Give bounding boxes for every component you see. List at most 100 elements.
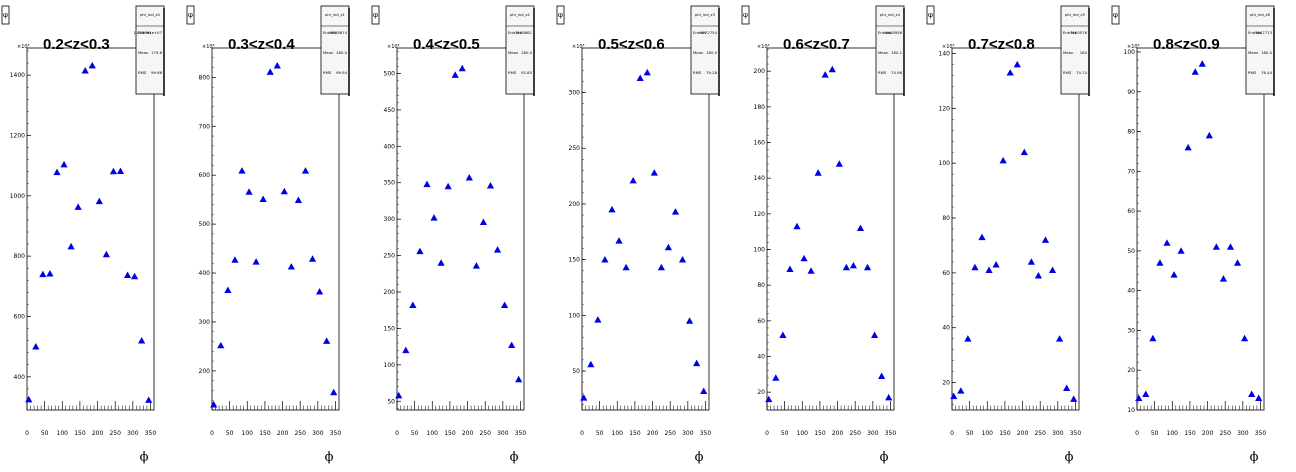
stats-value: 7168861 <box>515 30 532 35</box>
data-point <box>1006 69 1014 76</box>
y-tick-label: 50 <box>387 398 395 405</box>
y-tick-label: 100 <box>754 247 766 254</box>
x-tick-label: 250 <box>1034 430 1046 437</box>
data-point <box>301 167 310 174</box>
stats-key: RMS <box>1063 70 1072 75</box>
axis-multiplier: ×10³ <box>572 44 585 50</box>
data-point <box>116 167 125 174</box>
stats-value: 180.0 <box>336 50 347 55</box>
y-tick-label: 40 <box>757 354 765 361</box>
data-point <box>402 346 410 354</box>
y-tick-label: 500 <box>199 221 211 228</box>
x-tick-label: 50 <box>781 430 789 437</box>
stats-key: RMS <box>138 70 147 75</box>
data-point <box>437 259 445 266</box>
stats-key: Mean <box>878 50 889 55</box>
data-point <box>978 233 986 241</box>
y-tick-label: 140 <box>939 50 951 57</box>
x-tick-label: 350 <box>700 430 712 437</box>
x-tick-label: 350 <box>145 430 157 437</box>
x-tick-label: 250 <box>849 430 861 437</box>
y-tick-label: 600 <box>199 172 211 179</box>
y-tick-label: 120 <box>939 105 951 112</box>
x-tick-label: 350 <box>885 430 897 437</box>
x-tick-label: 250 <box>294 430 306 437</box>
data-point <box>1226 243 1235 250</box>
data-point <box>259 195 267 203</box>
stats-key: Mean <box>693 50 704 55</box>
data-point <box>123 271 132 279</box>
stats-value: 99.66 <box>151 70 162 75</box>
x-tick-label: 0 <box>580 430 584 437</box>
data-point <box>500 301 509 308</box>
y-tick-label: 700 <box>199 123 211 130</box>
data-point <box>444 182 452 190</box>
x-tick-label: 150 <box>74 430 86 437</box>
stats-value: 1.055391e+07 <box>134 30 163 35</box>
data-point <box>964 335 972 342</box>
x-tick-label: 350 <box>1255 430 1267 437</box>
stats-name: phi_ind_z3 <box>695 12 716 17</box>
y-tick-label: 200 <box>569 201 581 208</box>
y-tick-label: 100 <box>939 160 951 167</box>
chart-panel-0: φ ×10³ 0.2<z<0.3 phi_ind_z0 Entries1.055391e… <box>1 5 165 465</box>
ylabel-box <box>1111 5 1120 25</box>
data-point <box>88 61 96 69</box>
data-point <box>814 169 822 176</box>
data-point <box>273 62 281 69</box>
stats-value: 8338674 <box>330 30 347 35</box>
data-point <box>608 205 616 213</box>
data-point <box>252 258 260 265</box>
data-point <box>95 197 103 205</box>
y-tick-label: 400 <box>199 270 211 277</box>
data-point <box>622 263 630 271</box>
stats-value: 79.28 <box>706 70 717 75</box>
x-tick-label: 150 <box>444 430 456 437</box>
x-tick-label: 200 <box>277 430 289 437</box>
stats-value: 7160576 <box>1070 30 1087 35</box>
x-tick-label: 50 <box>966 430 974 437</box>
x-tick-label: 100 <box>1167 430 1179 437</box>
data-point <box>685 317 694 324</box>
x-tick-label: 100 <box>612 430 624 437</box>
stats-key: RMS <box>323 70 332 75</box>
y-tick-label: 100 <box>569 312 581 319</box>
ylabel: φ <box>373 11 378 19</box>
x-tick-label: 300 <box>497 430 509 437</box>
data-point <box>74 203 82 210</box>
stats-box <box>505 5 535 95</box>
data-point <box>828 65 836 73</box>
x-tick-label: 300 <box>1052 430 1064 437</box>
axis-multiplier: ×10³ <box>942 44 955 50</box>
data-point <box>508 341 516 349</box>
data-point <box>601 256 609 263</box>
data-point <box>1020 148 1028 156</box>
ylabel-box <box>556 5 565 25</box>
stats-value: 6772754 <box>700 30 717 35</box>
plot-frame <box>211 47 340 411</box>
x-tick-label: 200 <box>1202 430 1214 437</box>
data-point <box>821 71 829 78</box>
data-point <box>238 167 246 174</box>
x-tick-label: 0 <box>25 430 29 437</box>
x-tick-label: 150 <box>814 430 826 437</box>
data-point <box>67 242 75 250</box>
x-tick-label: 250 <box>479 430 491 437</box>
plot-frame <box>766 47 895 411</box>
stats-key: Entries <box>508 30 521 35</box>
data-point <box>109 167 118 175</box>
data-point <box>493 246 502 253</box>
data-point <box>1070 395 1078 402</box>
y-tick-label: 300 <box>384 216 396 223</box>
stats-key: Entries <box>878 30 891 35</box>
stats-key: RMS <box>878 70 887 75</box>
data-point <box>1041 236 1050 243</box>
data-point <box>217 341 225 349</box>
stats-key: RMS <box>693 70 702 75</box>
x-tick-label: 200 <box>92 430 104 437</box>
stats-name: phi_ind_z2 <box>510 12 531 17</box>
data-point <box>765 395 773 403</box>
data-point <box>800 254 808 262</box>
stats-name: phi_ind_z1 <box>325 12 346 17</box>
axis-multiplier: ×10³ <box>1127 44 1140 50</box>
